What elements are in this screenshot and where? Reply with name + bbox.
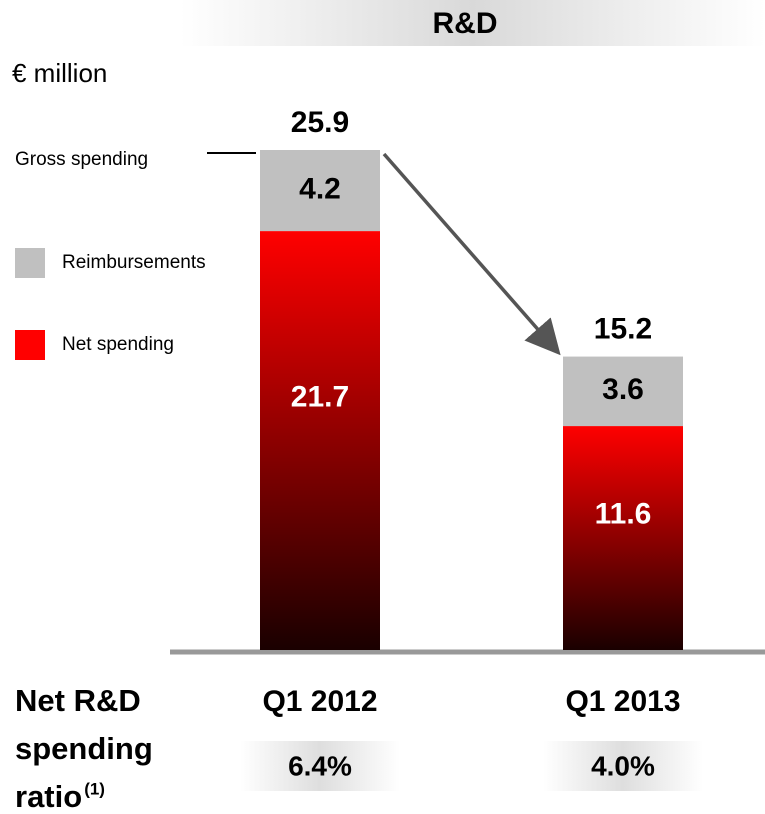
y-axis-label: € million [12, 58, 107, 88]
legend-swatch [15, 330, 45, 360]
legend-label: Net spending [62, 334, 174, 355]
chart-title: R&D [433, 7, 498, 40]
bar-segment [563, 426, 683, 650]
total-label: 15.2 [594, 312, 652, 345]
ratio-box [543, 741, 703, 791]
data-label: 21.7 [291, 381, 349, 414]
annotation: Gross spending [15, 149, 148, 170]
ratio-label: Net R&D [15, 683, 141, 718]
data-label: 11.6 [595, 498, 652, 531]
title-banner [180, 0, 765, 46]
ratio-box [240, 741, 400, 791]
legend-label: Reimbursements [62, 252, 206, 273]
ratio-value: 4.0% [591, 750, 655, 781]
ratio-value: 6.4% [288, 750, 352, 781]
bar-segment [260, 231, 380, 650]
bar-segment [260, 150, 380, 232]
data-label: 4.2 [299, 172, 341, 205]
legend-swatch [15, 248, 45, 278]
ratio-label: ratio [15, 779, 82, 814]
data-label: 3.6 [602, 373, 644, 406]
ratio-label: spending [15, 731, 153, 766]
bar-segment [563, 356, 683, 427]
ratio-footnote: (1) [84, 779, 105, 798]
x-tick-label: Q1 2012 [262, 685, 377, 718]
x-tick-label: Q1 2013 [565, 685, 680, 718]
total-label: 25.9 [291, 106, 349, 139]
trend-arrow [382, 152, 561, 356]
